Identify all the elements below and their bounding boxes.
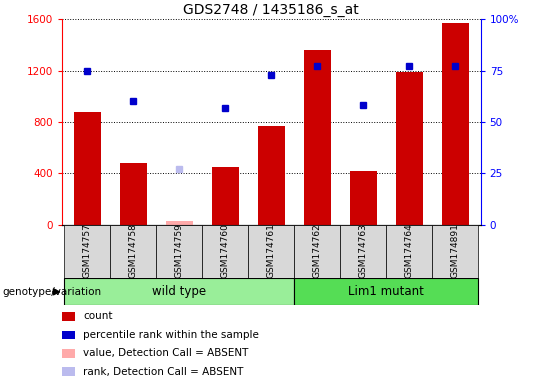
Bar — [294, 278, 478, 305]
Bar — [119, 163, 147, 225]
Bar — [166, 221, 193, 225]
Text: value, Detection Call = ABSENT: value, Detection Call = ABSENT — [84, 348, 249, 358]
Text: percentile rank within the sample: percentile rank within the sample — [84, 330, 259, 340]
Text: GSM174891: GSM174891 — [451, 223, 460, 278]
Bar — [202, 225, 248, 278]
Bar — [62, 367, 76, 376]
Bar — [258, 126, 285, 225]
Bar — [386, 225, 433, 278]
Bar — [303, 50, 331, 225]
Bar — [64, 278, 294, 305]
Title: GDS2748 / 1435186_s_at: GDS2748 / 1435186_s_at — [184, 3, 359, 17]
Bar — [62, 312, 76, 321]
Text: count: count — [84, 311, 113, 321]
Bar — [294, 225, 340, 278]
Bar — [248, 225, 294, 278]
Bar — [110, 225, 157, 278]
Bar — [340, 225, 386, 278]
Bar — [395, 72, 423, 225]
Bar — [212, 167, 239, 225]
Text: GSM174762: GSM174762 — [313, 223, 322, 278]
Bar — [433, 225, 478, 278]
Text: wild type: wild type — [152, 285, 206, 298]
Bar — [442, 23, 469, 225]
Text: GSM174759: GSM174759 — [175, 223, 184, 278]
Bar — [64, 225, 110, 278]
Text: GSM174763: GSM174763 — [359, 223, 368, 278]
Text: rank, Detection Call = ABSENT: rank, Detection Call = ABSENT — [84, 367, 244, 377]
Text: Lim1 mutant: Lim1 mutant — [348, 285, 424, 298]
Text: GSM174757: GSM174757 — [83, 223, 92, 278]
Bar — [62, 349, 76, 358]
Bar — [349, 171, 377, 225]
Text: GSM174758: GSM174758 — [129, 223, 138, 278]
Text: genotype/variation: genotype/variation — [3, 287, 102, 297]
Bar — [73, 112, 101, 225]
Bar — [62, 331, 76, 339]
Text: GSM174760: GSM174760 — [221, 223, 230, 278]
Text: GSM174761: GSM174761 — [267, 223, 276, 278]
Text: GSM174764: GSM174764 — [405, 223, 414, 278]
Bar — [157, 225, 202, 278]
